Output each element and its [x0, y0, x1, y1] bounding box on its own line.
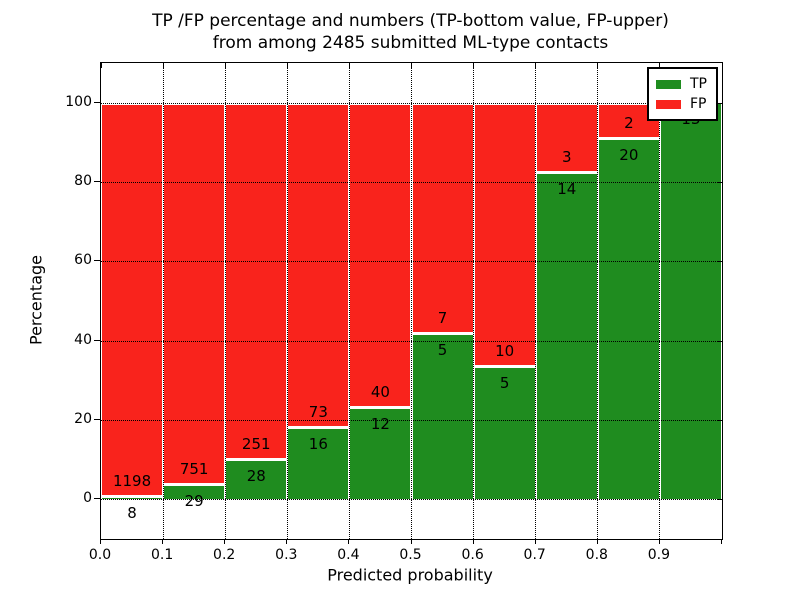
legend-swatch-tp-icon — [656, 79, 681, 89]
vertical-gridline — [162, 63, 164, 539]
y-tick-mark — [94, 181, 100, 182]
y-tick-label: 0 — [83, 490, 92, 507]
x-tick-mark — [658, 539, 660, 544]
vertical-gridline — [659, 63, 661, 539]
fp-bar-segment — [225, 102, 288, 460]
fp-bar-segment — [411, 102, 474, 335]
x-tick-mark — [410, 539, 412, 544]
x-tick-label: 0.8 — [585, 547, 608, 563]
tp-bar-segment — [349, 407, 412, 500]
x-tick-mark-top — [348, 63, 350, 68]
tp-bar-segment — [597, 138, 660, 500]
y-tick-label: 100 — [65, 93, 92, 110]
tp-bar-segment — [101, 496, 164, 500]
legend-label-tp: TP — [690, 76, 707, 92]
y-tick-label: 80 — [74, 173, 92, 189]
y-axis-label: Percentage — [26, 254, 46, 346]
tp-bar-segment — [659, 102, 722, 500]
x-tick-label: 0.5 — [399, 547, 422, 563]
y-tick-label: 40 — [74, 331, 92, 348]
x-tick-label: 0.2 — [213, 547, 236, 563]
vertical-gridline — [348, 63, 350, 539]
x-tick-mark-top — [535, 63, 537, 68]
fp-bar-segment — [101, 102, 164, 497]
x-tick-label: 0.3 — [275, 547, 298, 563]
x-tick-mark — [534, 539, 536, 544]
y-tick-mark — [94, 498, 100, 500]
x-tick-label: 0.1 — [150, 547, 174, 563]
fp-bar-segment — [163, 102, 226, 485]
vertical-gridline — [286, 63, 288, 539]
x-tick-mark — [100, 539, 101, 544]
tp-bar-segment — [473, 367, 536, 500]
legend-row: FP — [656, 94, 707, 114]
chart-title-line-1: TP /FP percentage and numbers (TP-bottom… — [152, 11, 669, 31]
tp-bar-segment — [287, 428, 350, 500]
y-tick-mark — [94, 101, 100, 103]
x-tick-mark — [472, 539, 474, 544]
legend-row: TP — [656, 74, 707, 94]
chart-title-line-2: from among 2485 submitted ML-type contac… — [212, 33, 609, 53]
tp-bar-segment — [163, 484, 226, 500]
x-tick-mark-top — [597, 63, 599, 68]
y-tick-mark-right — [717, 182, 722, 183]
y-tick-mark — [94, 419, 100, 420]
fp-bar-segment — [473, 102, 536, 368]
x-tick-label: 0.6 — [461, 547, 484, 563]
tp-bar-segment — [535, 172, 598, 500]
x-tick-mark-top — [162, 63, 164, 68]
x-tick-label: 0.0 — [88, 547, 112, 563]
x-tick-mark — [162, 539, 164, 544]
x-tick-mark — [286, 539, 288, 544]
y-tick-mark-right — [717, 102, 722, 104]
y-tick-label: 60 — [74, 252, 92, 269]
legend-swatch-fp-icon — [656, 99, 681, 109]
fp-bar-segment — [535, 102, 598, 173]
x-tick-mark — [596, 539, 598, 544]
x-tick-mark — [721, 539, 722, 544]
vertical-gridline — [597, 63, 599, 539]
x-tick-label: 0.9 — [647, 547, 671, 563]
y-tick-mark — [94, 260, 100, 262]
x-tick-label: 0.7 — [523, 547, 546, 563]
x-tick-label: 0.4 — [337, 547, 360, 563]
vertical-gridline — [535, 63, 537, 539]
y-tick-label: 20 — [74, 411, 92, 427]
tp-bar-segment — [225, 459, 288, 500]
fp-bar-segment — [287, 102, 350, 428]
y-tick-mark-right — [717, 261, 722, 263]
legend-label-fp: FP — [690, 96, 707, 112]
tp-bar-segment — [411, 334, 474, 500]
y-tick-mark-right — [717, 420, 722, 421]
x-tick-mark — [348, 539, 350, 544]
x-tick-mark-top — [286, 63, 288, 68]
x-tick-mark — [224, 539, 226, 544]
legend: TP FP — [647, 67, 718, 121]
x-tick-mark-top — [411, 63, 412, 68]
y-tick-mark — [94, 339, 100, 341]
x-tick-mark-top — [721, 63, 723, 68]
x-tick-mark-top — [473, 63, 475, 68]
x-tick-mark-top — [224, 63, 226, 68]
y-tick-mark-right — [717, 340, 722, 342]
vertical-gridline — [473, 63, 475, 539]
x-tick-mark-top — [659, 63, 661, 68]
vertical-gridline — [224, 63, 226, 539]
x-axis-label: Predicted probability — [327, 565, 493, 585]
y-tick-mark-right — [717, 499, 722, 501]
vertical-gridline — [411, 63, 412, 539]
fp-bar-segment — [349, 102, 412, 408]
tp-count-label: 8 — [127, 503, 137, 522]
x-tick-mark-top — [100, 63, 102, 68]
